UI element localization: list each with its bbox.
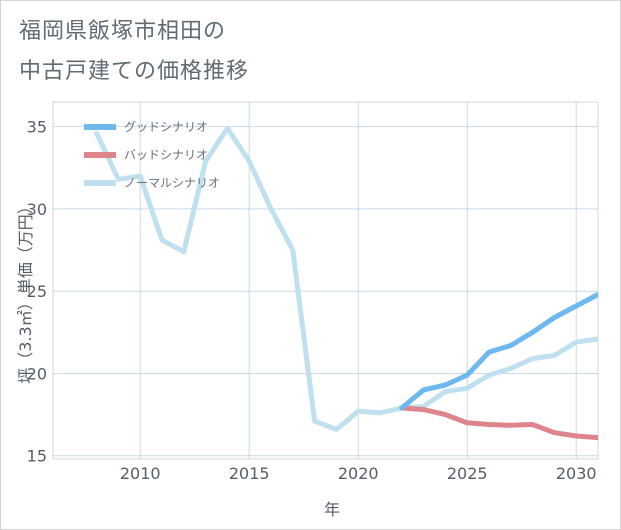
series-lines [94, 125, 598, 441]
x-tick-label: 2030 [556, 464, 597, 483]
x-tick-label: 2015 [229, 464, 270, 483]
chart-title-line-2: 中古戸建ての価格推移 [19, 59, 250, 84]
legend-label-bad: バッドシナリオ [124, 148, 208, 162]
y-tick-label: 30 [27, 200, 47, 219]
series-line-good [399, 292, 598, 411]
series-line-bad [399, 405, 598, 441]
x-tick-label: 2020 [338, 464, 379, 483]
y-tick-label: 35 [27, 118, 47, 137]
y-axis-title: 坪（3.3㎡）単価（万円） [16, 198, 35, 383]
grid [52, 101, 599, 460]
y-tick-label: 25 [27, 282, 47, 301]
x-tick-label: 2010 [120, 464, 161, 483]
chart-title-line-1: 福岡県飯塚市相田の [19, 19, 227, 44]
plot-frame [52, 101, 599, 460]
x-tick-label: 2025 [447, 464, 488, 483]
legend-label-good: グッドシナリオ [124, 120, 208, 134]
y-tick-label: 15 [27, 447, 47, 466]
legend-label-normal: ノーマルシナリオ [124, 176, 220, 190]
series-line-normal [94, 125, 598, 432]
x-axis-title: 年 [324, 500, 340, 519]
y-tick-label: 20 [27, 364, 47, 383]
